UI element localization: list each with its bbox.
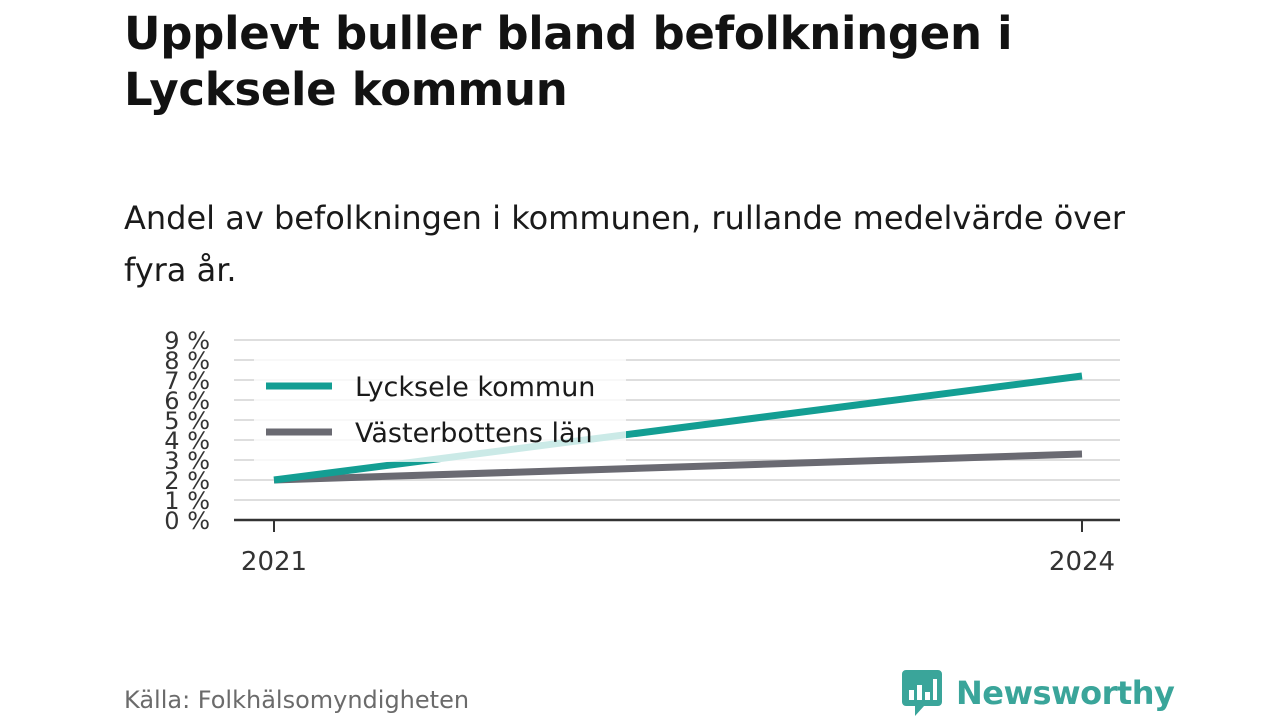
axes: 0 %1 %2 %3 %4 %5 %6 %7 %8 %9 % 2021 2024: [164, 327, 1120, 577]
y-tick-label: 9 %: [164, 327, 210, 355]
chart-subtitle: Andel av befolkningen i kommunen, rullan…: [124, 199, 1126, 289]
y-tick-label: 1 %: [164, 487, 210, 515]
legend-label: Västerbottens län: [355, 418, 593, 449]
legend-background: [254, 358, 626, 462]
series-lines: [273, 372, 1083, 484]
series-line-1: [273, 372, 1083, 484]
y-tick-label: 3 %: [164, 447, 210, 475]
x-tick-label: 2021: [241, 547, 307, 577]
legend: Lycksele kommun Västerbottens län: [254, 358, 626, 462]
brand-logo: Newsworthy: [902, 670, 1175, 716]
y-tick-label: 5 %: [164, 407, 210, 435]
y-tick-label: 6 %: [164, 387, 210, 415]
y-tick-label: 2 %: [164, 467, 210, 495]
bar-chart-speech-bubble-icon: [902, 670, 942, 716]
chart-title: Upplevt buller bland befolkningen i Lyck…: [124, 7, 1013, 116]
source-note: Källa: Folkhälsomyndigheten: [124, 686, 470, 714]
y-tick-label: 8 %: [164, 347, 210, 375]
y-tick-label: 4 %: [164, 427, 210, 455]
brand-name: Newsworthy: [956, 674, 1175, 712]
legend-label: Lycksele kommun: [355, 372, 595, 403]
x-tick-label: 2024: [1049, 547, 1115, 577]
y-tick-label: 7 %: [164, 367, 210, 395]
series-line-2: [273, 450, 1083, 484]
y-tick-label: 0 %: [164, 507, 210, 535]
